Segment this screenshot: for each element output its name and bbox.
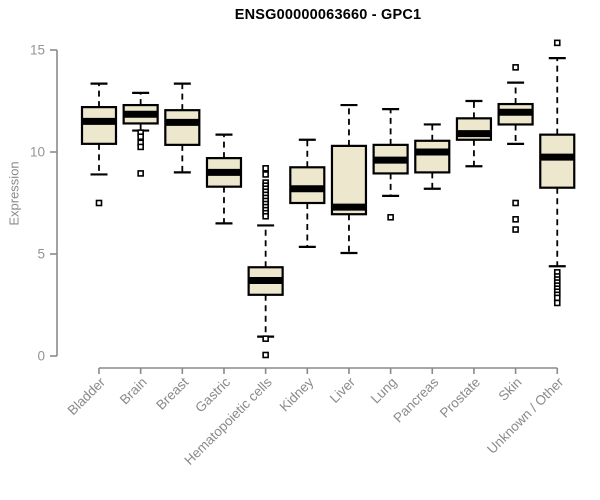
boxplot-hematopoietic-cells: Hematopoietic cells [181, 165, 284, 468]
boxplot-brain: Brain [117, 91, 159, 408]
outlier-point [262, 212, 269, 220]
y-tick-label: 10 [30, 145, 45, 160]
boxplot-liver: Liver [327, 103, 368, 406]
outlier-point [512, 216, 519, 223]
x-tick-label: Liver [327, 374, 359, 406]
iqr-box [80, 106, 118, 145]
outlier-point [387, 213, 394, 221]
x-tick-label: Brain [117, 375, 150, 408]
x-tick-label: Skin [496, 375, 525, 404]
x-tick-label: Kidney [277, 374, 317, 414]
chart-title: ENSG00000063660 - GPC1 [234, 7, 422, 23]
outlier-point [553, 39, 561, 47]
boxplot-breast: Breast [153, 82, 201, 413]
x-tick-label: Lung [368, 375, 400, 407]
y-tick-label: 15 [30, 43, 45, 58]
x-tick-label: Bladder [65, 374, 109, 418]
outlier-point [262, 165, 269, 172]
iqr-box [330, 144, 368, 216]
outlier-point [137, 133, 144, 140]
outlier-point [137, 170, 144, 177]
outlier-point [553, 299, 561, 307]
boxplot-gastric: Gastric [192, 133, 243, 415]
boxplot-lung: Lung [368, 108, 409, 407]
iqr-box [289, 166, 326, 205]
x-tick-label: Unknown / Other [484, 374, 567, 457]
outlier-point [262, 351, 269, 359]
outlier-point [262, 171, 269, 178]
x-tick-label: Prostate [437, 375, 483, 421]
iqr-box [414, 139, 451, 174]
iqr-box [164, 109, 201, 146]
outlier-point [512, 199, 519, 207]
y-tick-label: 5 [37, 247, 45, 262]
x-tick-label: Breast [153, 374, 191, 412]
x-tick-label: Pancreas [390, 374, 441, 425]
outlier-point [95, 199, 103, 207]
outlier-point [512, 226, 519, 233]
x-tick-label: Gastric [192, 374, 233, 415]
boxplot-kidney: Kidney [277, 138, 326, 414]
y-tick-label: 0 [37, 349, 45, 364]
outlier-point [553, 294, 561, 302]
outlier-point [262, 335, 269, 342]
outlier-point [137, 143, 144, 151]
iqr-box [539, 133, 576, 189]
outlier-point [512, 64, 519, 71]
boxplot-skin: Skin [496, 64, 534, 404]
